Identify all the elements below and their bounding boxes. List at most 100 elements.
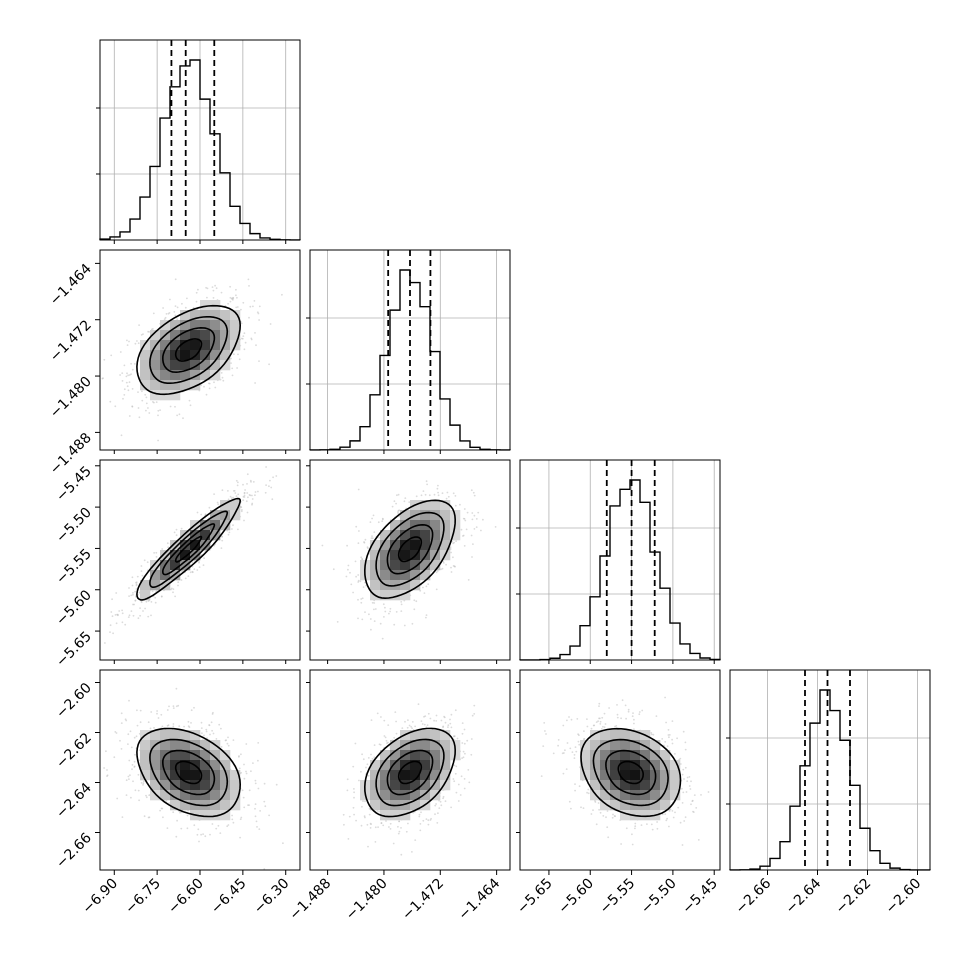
scatter-point	[471, 518, 474, 521]
scatter-point	[211, 286, 214, 288]
density-cell	[440, 510, 451, 521]
scatter-point	[133, 603, 136, 606]
scatter-point	[465, 528, 468, 531]
density-cell	[180, 340, 191, 351]
scatter-point	[452, 542, 454, 545]
density-cell	[140, 590, 151, 601]
density-cell	[220, 330, 231, 341]
scatter-point	[412, 811, 415, 814]
scatter-point	[470, 489, 473, 492]
scatter-point	[155, 401, 158, 403]
scatter-point	[200, 513, 203, 516]
scatter-point	[425, 616, 427, 619]
scatter-point	[411, 721, 414, 723]
scatter-point	[374, 841, 377, 843]
density-cell	[430, 510, 441, 521]
scatter-point	[219, 832, 222, 834]
scatter-point	[357, 598, 359, 601]
scatter-point	[132, 592, 134, 594]
scatter-point	[205, 728, 208, 731]
scatter-point	[254, 332, 256, 334]
scatter-point	[200, 727, 203, 729]
scatter-point	[180, 579, 183, 581]
density-cell	[220, 340, 231, 351]
scatter-point	[397, 493, 400, 496]
panel-2-0	[99, 459, 301, 661]
scatter-point	[407, 822, 409, 825]
scatter-point	[400, 827, 402, 829]
scatter-point	[424, 493, 427, 496]
scatter-point	[625, 717, 627, 720]
density-cell	[380, 550, 391, 561]
scatter-point	[352, 806, 355, 809]
density-cell	[380, 530, 391, 541]
density-cell	[160, 380, 171, 391]
scatter-point	[592, 809, 594, 811]
scatter-point	[130, 362, 133, 365]
density-cell	[140, 740, 151, 751]
density-cell	[180, 800, 191, 811]
scatter-point	[371, 757, 374, 760]
scatter-point	[263, 782, 266, 785]
density-cell	[380, 810, 391, 821]
scatter-point	[471, 556, 473, 558]
scatter-point	[126, 339, 128, 342]
density-cell	[400, 770, 411, 781]
scatter-point	[244, 341, 247, 344]
scatter-point	[236, 484, 239, 487]
density-cell	[440, 770, 451, 781]
scatter-point	[403, 500, 406, 503]
density-cell	[230, 800, 241, 811]
scatter-point	[441, 492, 444, 495]
scatter-point	[141, 574, 144, 577]
scatter-point	[114, 405, 117, 408]
scatter-point	[427, 819, 430, 822]
density-cell	[410, 750, 421, 761]
scatter-point	[141, 390, 143, 393]
scatter-point	[366, 823, 369, 826]
scatter-point	[243, 519, 245, 522]
scatter-point	[464, 519, 467, 522]
contour-line	[136, 304, 242, 396]
panel-3-1	[309, 669, 511, 871]
scatter-point	[231, 374, 234, 377]
scatter-point	[251, 494, 253, 497]
scatter-point	[373, 756, 376, 759]
scatter-point	[671, 810, 674, 812]
density-cell	[390, 760, 401, 771]
scatter-point	[177, 704, 180, 707]
scatter-point	[144, 607, 147, 610]
scatter-point	[359, 580, 362, 583]
scatter-point	[454, 504, 457, 507]
scatter-point	[332, 568, 335, 571]
scatter-point	[254, 815, 257, 818]
scatter-point	[140, 782, 143, 784]
density-cell	[380, 780, 391, 791]
density-cell	[430, 530, 441, 541]
scatter-point	[176, 414, 179, 417]
scatter-point	[187, 720, 190, 723]
scatter-point	[126, 385, 129, 388]
scatter-point	[243, 763, 245, 766]
scatter-point	[586, 718, 588, 720]
scatter-point	[139, 709, 142, 712]
contour-line	[174, 535, 203, 563]
density-cell	[180, 360, 191, 371]
density-cell	[150, 330, 161, 341]
scatter-point	[462, 756, 465, 759]
scatter-point	[230, 497, 233, 500]
scatter-point	[147, 615, 150, 618]
scatter-point	[415, 600, 418, 603]
scatter-point	[232, 298, 234, 301]
density-cell	[170, 560, 181, 571]
scatter-point	[128, 699, 130, 702]
scatter-point	[137, 789, 140, 792]
density-cell	[430, 560, 441, 571]
scatter-point	[184, 306, 187, 309]
scatter-point	[210, 721, 213, 724]
scatter-point	[208, 724, 211, 726]
density-cell	[170, 740, 181, 751]
scatter-point	[264, 805, 267, 808]
scatter-point	[459, 794, 462, 796]
